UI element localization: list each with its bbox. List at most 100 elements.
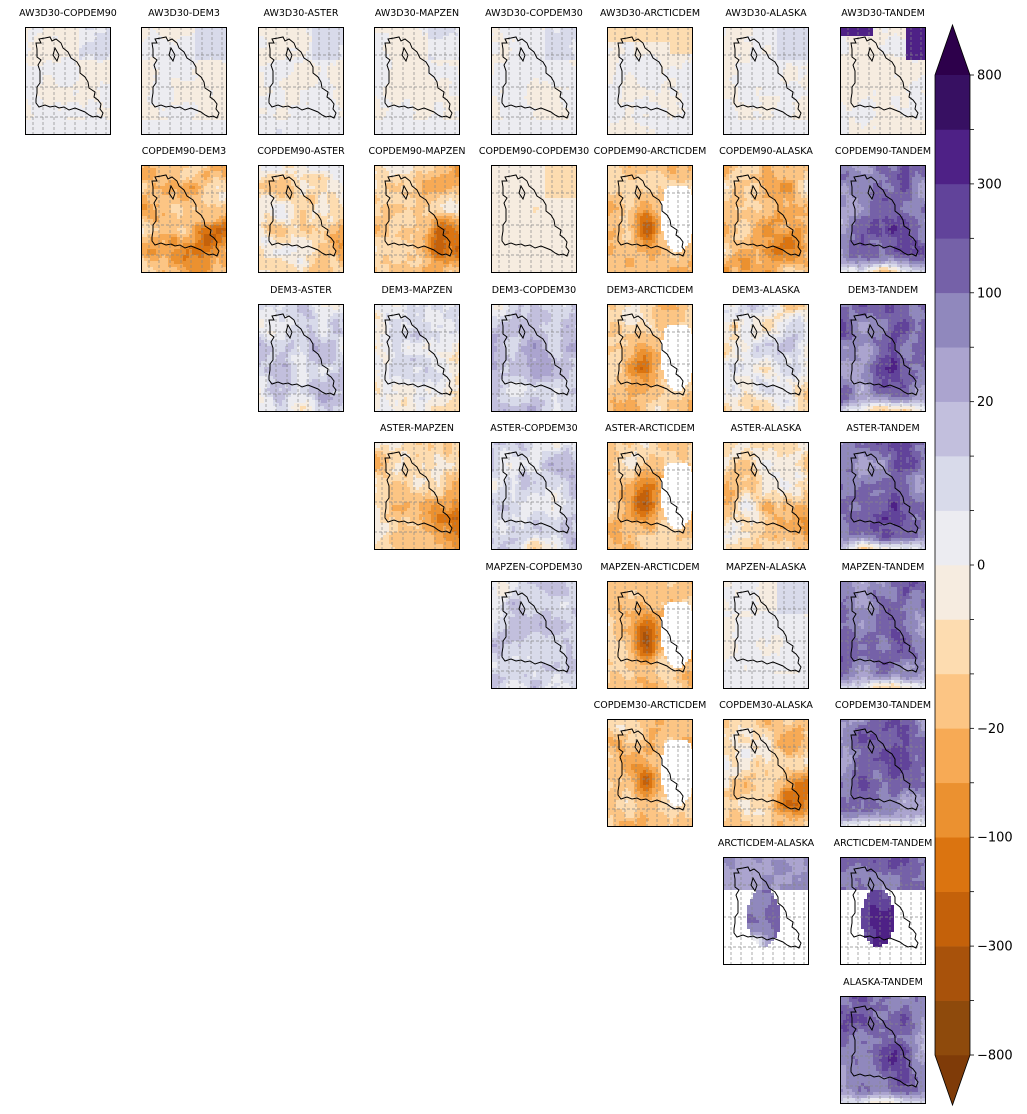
heat-cell: [162, 69, 166, 73]
heat-cell: [548, 84, 552, 88]
heat-cell: [315, 75, 319, 79]
heat-cell: [297, 75, 301, 79]
heat-cell: [153, 75, 157, 79]
heat-cell: [449, 99, 453, 103]
heat-cell: [58, 129, 62, 133]
heat-cell: [518, 36, 522, 40]
heat-cell: [144, 75, 148, 79]
heat-cell: [333, 60, 337, 64]
heat-cell: [195, 84, 199, 88]
heat-cell: [440, 126, 444, 130]
heat-cell: [189, 105, 193, 109]
heat-cell: [318, 39, 322, 43]
heat-cell: [216, 75, 220, 79]
heat-cell: [294, 111, 298, 115]
heat-cell: [443, 81, 447, 85]
heat-cell: [521, 63, 525, 67]
heat-cell: [55, 63, 59, 67]
heat-cell: [404, 48, 408, 52]
heat-cell: [58, 60, 62, 64]
heat-cell: [401, 27, 405, 31]
heat-cell: [392, 126, 396, 130]
heat-cell: [192, 78, 196, 82]
heat-cell: [186, 60, 190, 64]
heat-cell: [419, 105, 423, 109]
heat-cell: [398, 102, 402, 106]
heat-cell: [144, 84, 148, 88]
heat-cell: [503, 96, 507, 100]
heat-cell: [55, 123, 59, 127]
heat-cell: [213, 87, 217, 91]
heat-cell: [171, 96, 175, 100]
heat-cell: [545, 99, 549, 103]
heat-cell: [440, 78, 444, 82]
heat-cell: [494, 93, 498, 97]
heat-cell: [91, 132, 95, 135]
heat-cell: [100, 117, 104, 121]
heat-cell: [100, 75, 104, 79]
heat-cell: [162, 114, 166, 118]
heat-cell: [150, 93, 154, 97]
heat-cell: [330, 75, 334, 79]
heat-cell: [527, 102, 531, 106]
heat-cell: [64, 42, 68, 46]
heat-cell: [321, 81, 325, 85]
heat-cell: [452, 66, 456, 70]
heat-cell: [204, 84, 208, 88]
heat-cell: [159, 51, 163, 55]
heat-cell: [431, 54, 435, 58]
heat-cell: [419, 129, 423, 133]
heat-cell: [374, 93, 378, 97]
heat-cell: [300, 69, 304, 73]
heat-cell: [141, 63, 145, 67]
heat-cell: [419, 111, 423, 115]
heat-cell: [273, 129, 277, 133]
heat-cell: [267, 27, 271, 31]
heat-cell: [318, 99, 322, 103]
heat-cell: [273, 117, 277, 121]
heat-cell: [455, 114, 459, 118]
heat-cell: [46, 129, 50, 133]
heat-cell: [404, 30, 408, 34]
heat-cell: [419, 132, 423, 135]
heat-cell: [52, 102, 56, 106]
heat-cell: [446, 126, 450, 130]
heat-cell: [222, 123, 226, 127]
heat-cell: [306, 129, 310, 133]
heat-cell: [144, 33, 148, 37]
heat-cell: [566, 48, 570, 52]
heat-cell: [530, 57, 534, 61]
heat-cell: [560, 93, 564, 97]
heat-cell: [58, 69, 62, 73]
heat-cell: [159, 108, 163, 112]
heat-cell: [82, 30, 86, 34]
heat-cell: [398, 81, 402, 85]
heat-cell: [156, 27, 160, 31]
heat-cell: [79, 27, 83, 31]
heat-cell: [431, 108, 435, 112]
heat-cell: [40, 72, 44, 76]
heat-cell: [536, 45, 540, 49]
heat-cell: [276, 39, 280, 43]
heat-cell: [207, 123, 211, 127]
heat-cell: [82, 81, 86, 85]
heat-cell: [31, 111, 35, 115]
heat-cell: [303, 132, 307, 135]
heat-cell: [76, 108, 80, 112]
heat-cell: [557, 75, 561, 79]
heat-cell: [545, 96, 549, 100]
heat-cell: [153, 42, 157, 46]
heat-cell: [76, 27, 80, 31]
heat-cell: [73, 42, 77, 46]
heat-cell: [171, 57, 175, 61]
heat-cell: [97, 30, 101, 34]
heat-cell: [377, 117, 381, 121]
heat-cell: [380, 129, 384, 133]
heat-cell: [273, 72, 277, 76]
heat-cell: [219, 93, 223, 97]
heat-cell: [521, 60, 525, 64]
heat-cell: [395, 72, 399, 76]
heat-cell: [85, 84, 89, 88]
heat-cell: [55, 129, 59, 133]
heat-cell: [171, 27, 175, 31]
